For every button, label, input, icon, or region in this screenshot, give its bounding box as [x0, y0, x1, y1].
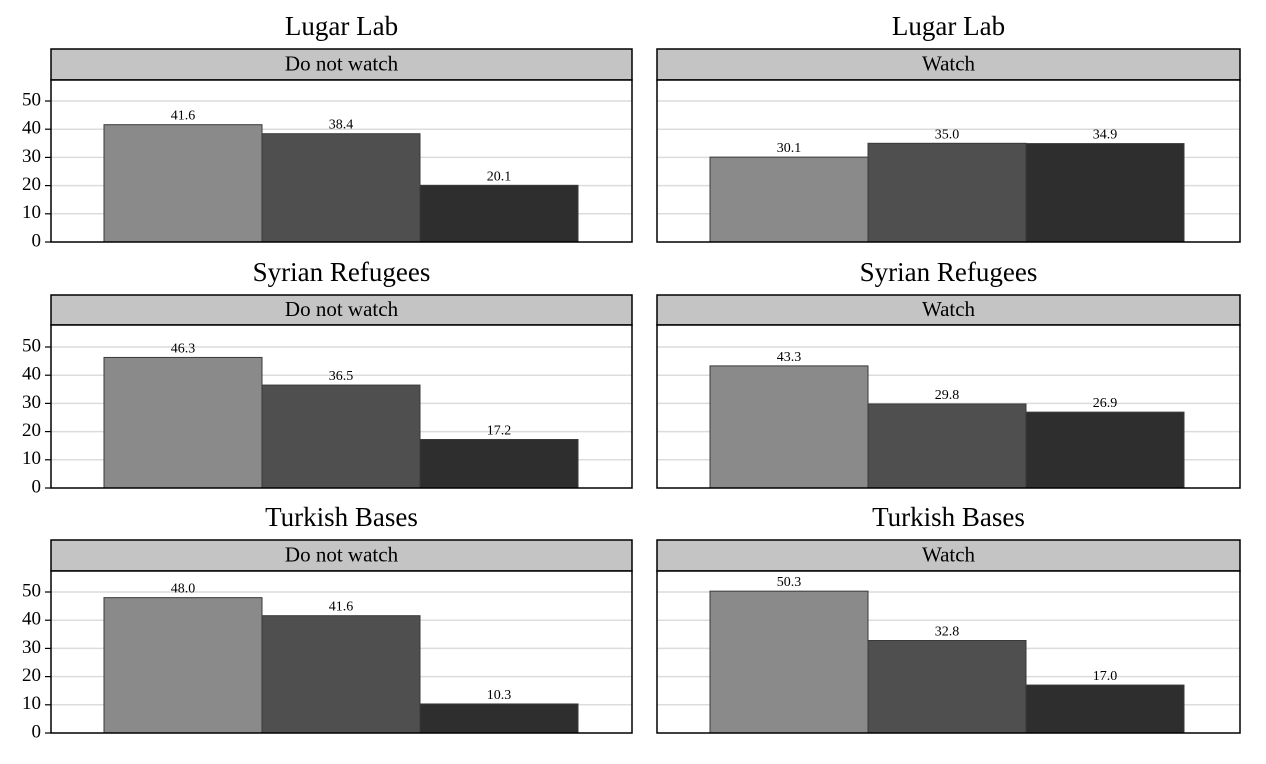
bar — [419, 703, 579, 734]
bar — [419, 184, 579, 243]
y-tick-label: 0 — [32, 230, 42, 251]
y-tick-label: 30 — [22, 392, 41, 413]
y-tick-label: 20 — [22, 665, 41, 686]
facet-strip — [50, 48, 633, 81]
data-label: 17.0 — [1093, 669, 1118, 684]
facet-strip — [50, 539, 633, 572]
facet-label: Do not watch — [285, 297, 399, 321]
bar — [1025, 143, 1185, 243]
bar — [261, 133, 421, 243]
facet-strip — [50, 294, 633, 326]
bar — [867, 142, 1027, 243]
y-tick-label: 20 — [22, 174, 41, 195]
data-label: 10.3 — [487, 688, 512, 703]
facet-strip — [656, 294, 1241, 326]
y-tick-label: 40 — [22, 364, 41, 385]
plot-frame — [656, 570, 1241, 734]
data-label: 26.9 — [1093, 396, 1118, 411]
data-label: 46.3 — [171, 341, 196, 356]
bar — [709, 156, 869, 243]
bar — [419, 438, 579, 489]
bar — [867, 640, 1027, 734]
bar — [261, 615, 421, 734]
bar — [709, 590, 869, 734]
y-tick-label: 30 — [22, 637, 41, 658]
y-tick-label: 50 — [22, 335, 41, 356]
data-label: 32.8 — [935, 625, 960, 640]
data-label: 41.6 — [329, 600, 354, 615]
plot-frame — [50, 570, 633, 734]
facet-label: Do not watch — [285, 51, 399, 75]
data-label: 29.8 — [935, 388, 960, 403]
data-label: 34.9 — [1093, 128, 1118, 143]
y-tick-label: 40 — [22, 609, 41, 630]
facet-strip — [656, 48, 1241, 81]
bar — [709, 365, 869, 489]
plot-frame — [50, 79, 633, 243]
plot-frame — [50, 324, 633, 489]
panel-title: Turkish Bases — [265, 502, 418, 532]
plot-frame — [656, 324, 1241, 489]
bar — [261, 384, 421, 489]
panel-title: Syrian Refugees — [253, 257, 431, 287]
data-label: 50.3 — [777, 575, 802, 590]
data-label: 17.2 — [487, 423, 512, 438]
plot-frame — [656, 79, 1241, 243]
bar — [103, 124, 263, 243]
data-label: 43.3 — [777, 350, 802, 365]
data-label: 20.1 — [487, 169, 512, 184]
data-label: 41.6 — [171, 109, 196, 124]
facet-label: Watch — [922, 542, 976, 566]
bar — [867, 403, 1027, 489]
data-label: 36.5 — [329, 369, 354, 384]
y-tick-label: 0 — [32, 721, 42, 742]
bar — [1025, 684, 1185, 734]
facet-strip — [656, 539, 1241, 572]
y-tick-label: 40 — [22, 118, 41, 139]
facet-label: Watch — [922, 297, 976, 321]
y-tick-label: 50 — [22, 89, 41, 110]
facet-label: Do not watch — [285, 542, 399, 566]
y-tick-label: 10 — [22, 693, 41, 714]
bar — [103, 597, 263, 734]
y-tick-label: 30 — [22, 146, 41, 167]
y-tick-label: 10 — [22, 202, 41, 223]
data-label: 30.1 — [777, 141, 802, 156]
bar — [103, 356, 263, 489]
panel-title: Lugar Lab — [892, 11, 1005, 41]
facet-label: Watch — [922, 51, 976, 75]
panel-title: Syrian Refugees — [860, 257, 1038, 287]
panel-title: Lugar Lab — [285, 11, 398, 41]
bar — [1025, 411, 1185, 489]
panel-title: Turkish Bases — [872, 502, 1025, 532]
y-tick-label: 50 — [22, 580, 41, 601]
y-tick-label: 0 — [32, 476, 42, 497]
data-label: 35.0 — [935, 127, 960, 142]
y-tick-label: 20 — [22, 420, 41, 441]
data-label: 48.0 — [171, 582, 196, 597]
y-tick-label: 10 — [22, 448, 41, 469]
data-label: 38.4 — [329, 118, 354, 133]
